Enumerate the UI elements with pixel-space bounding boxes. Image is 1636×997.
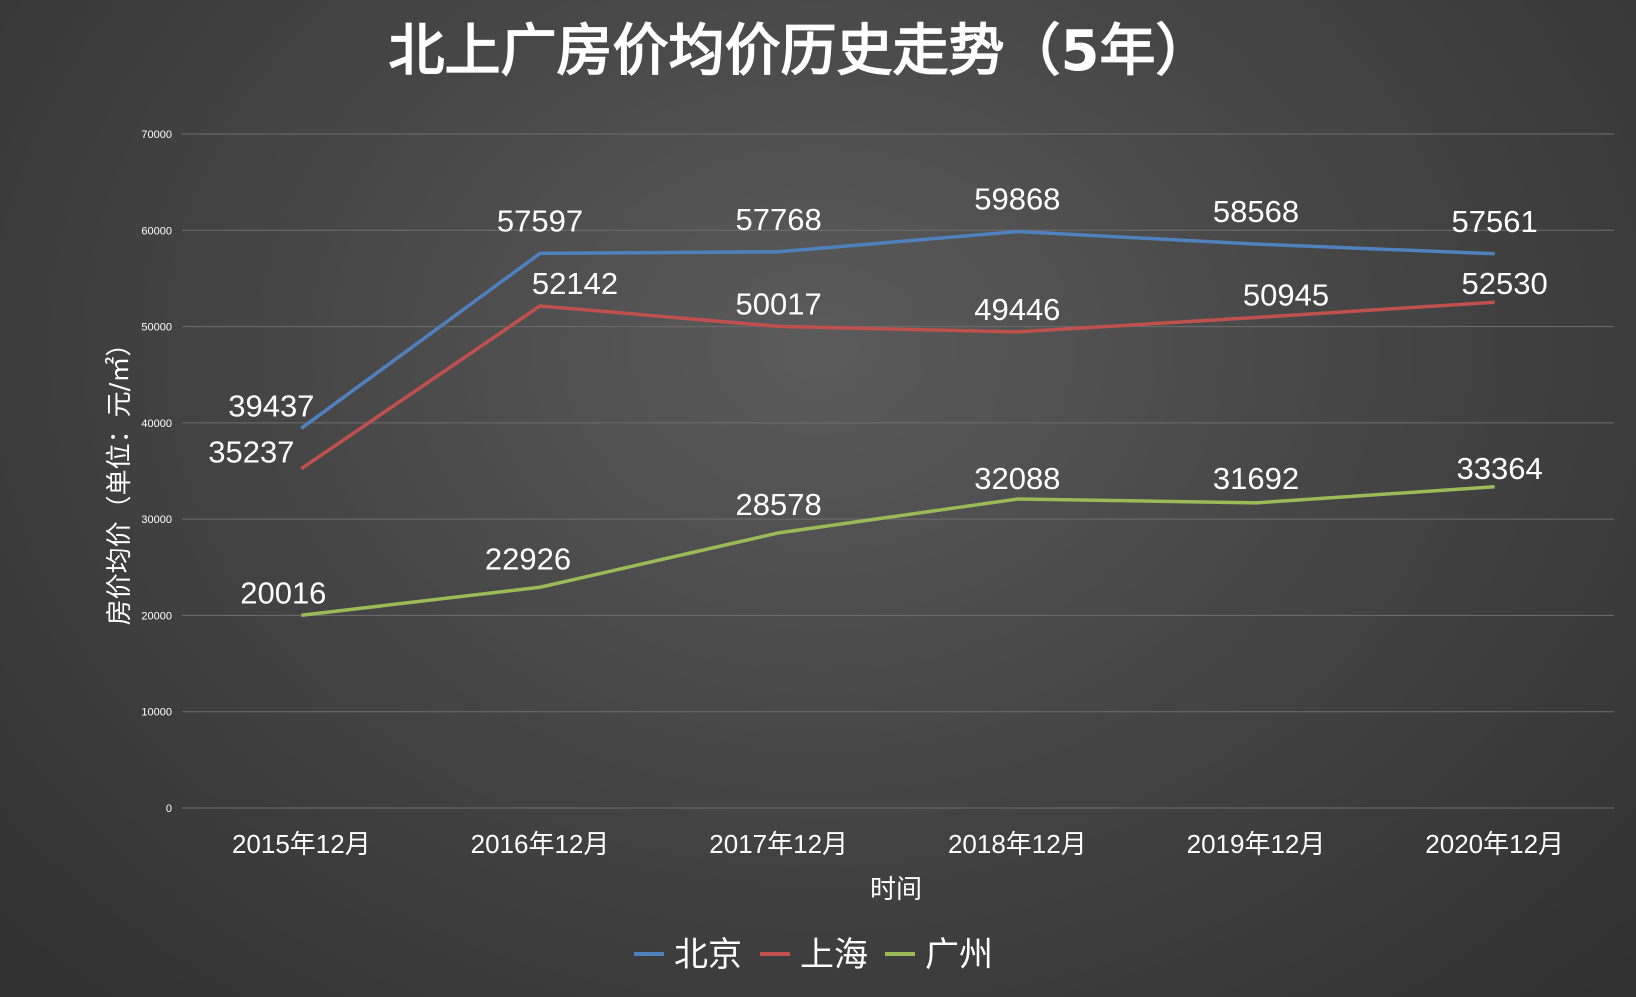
data-label: 57768 [736,202,822,237]
y-tick-label: 10000 [141,707,172,719]
chart-title: 北上广房价均价历史走势（5年） [389,19,1212,84]
series-line-2 [301,485,1495,618]
data-label: 22926 [485,541,571,576]
data-label: 58568 [1213,194,1299,229]
legend: 北京 上海 广州 [634,935,993,975]
y-tick-label: 50000 [141,322,172,334]
series-line-1 [300,300,1495,471]
x-tick-label: 2017年12月 [709,829,848,859]
data-label: 52142 [532,266,618,301]
x-tick-label: 2018年12月 [948,829,1087,859]
data-label: 57561 [1452,204,1538,239]
data-label: 35237 [208,435,294,470]
gridlines [182,133,1614,809]
data-label: 50017 [736,286,822,321]
y-tick-label: 0 [166,803,172,815]
data-label: 32088 [974,461,1060,496]
data-label: 59868 [974,182,1060,217]
data-label: 49446 [974,292,1060,327]
x-axis-ticks: 2015年12月 2016年12月 2017年12月 2018年12月 2019年12月… [232,829,1564,859]
x-tick-label: 2015年12月 [232,829,371,859]
x-tick-label: 2016年12月 [471,829,610,859]
data-label: 50945 [1243,277,1329,312]
series-lines [300,229,1495,618]
legend-label-2: 广州 [925,935,993,975]
y-tick-label: 30000 [141,514,172,526]
series-line-0 [300,229,1495,430]
legend-label-0: 北京 [674,935,742,975]
x-tick-label: 2020年12月 [1425,829,1564,859]
data-labels: 39437 57597 57768 59868 58568 57561 35237 52142… [208,182,1548,611]
data-label: 31692 [1213,461,1299,496]
y-tick-label: 20000 [141,610,172,622]
y-tick-label: 70000 [141,129,172,141]
data-label: 39437 [228,388,314,423]
data-label: 33364 [1457,451,1543,486]
y-axis-ticks: 0 10000 20000 30000 40000 50000 60000 70000 [141,129,172,815]
data-label: 20016 [240,575,326,610]
y-tick-label: 40000 [141,418,172,430]
x-tick-label: 2019年12月 [1187,829,1326,859]
y-tick-label: 60000 [141,225,172,237]
x-axis-label: 时间 [870,875,922,905]
data-label: 28578 [736,487,822,522]
y-axis-label: 房价均价（单位：元/㎡） [105,331,135,626]
data-label: 52530 [1462,266,1548,301]
legend-label-1: 上海 [800,935,868,975]
data-label: 57597 [497,203,583,238]
